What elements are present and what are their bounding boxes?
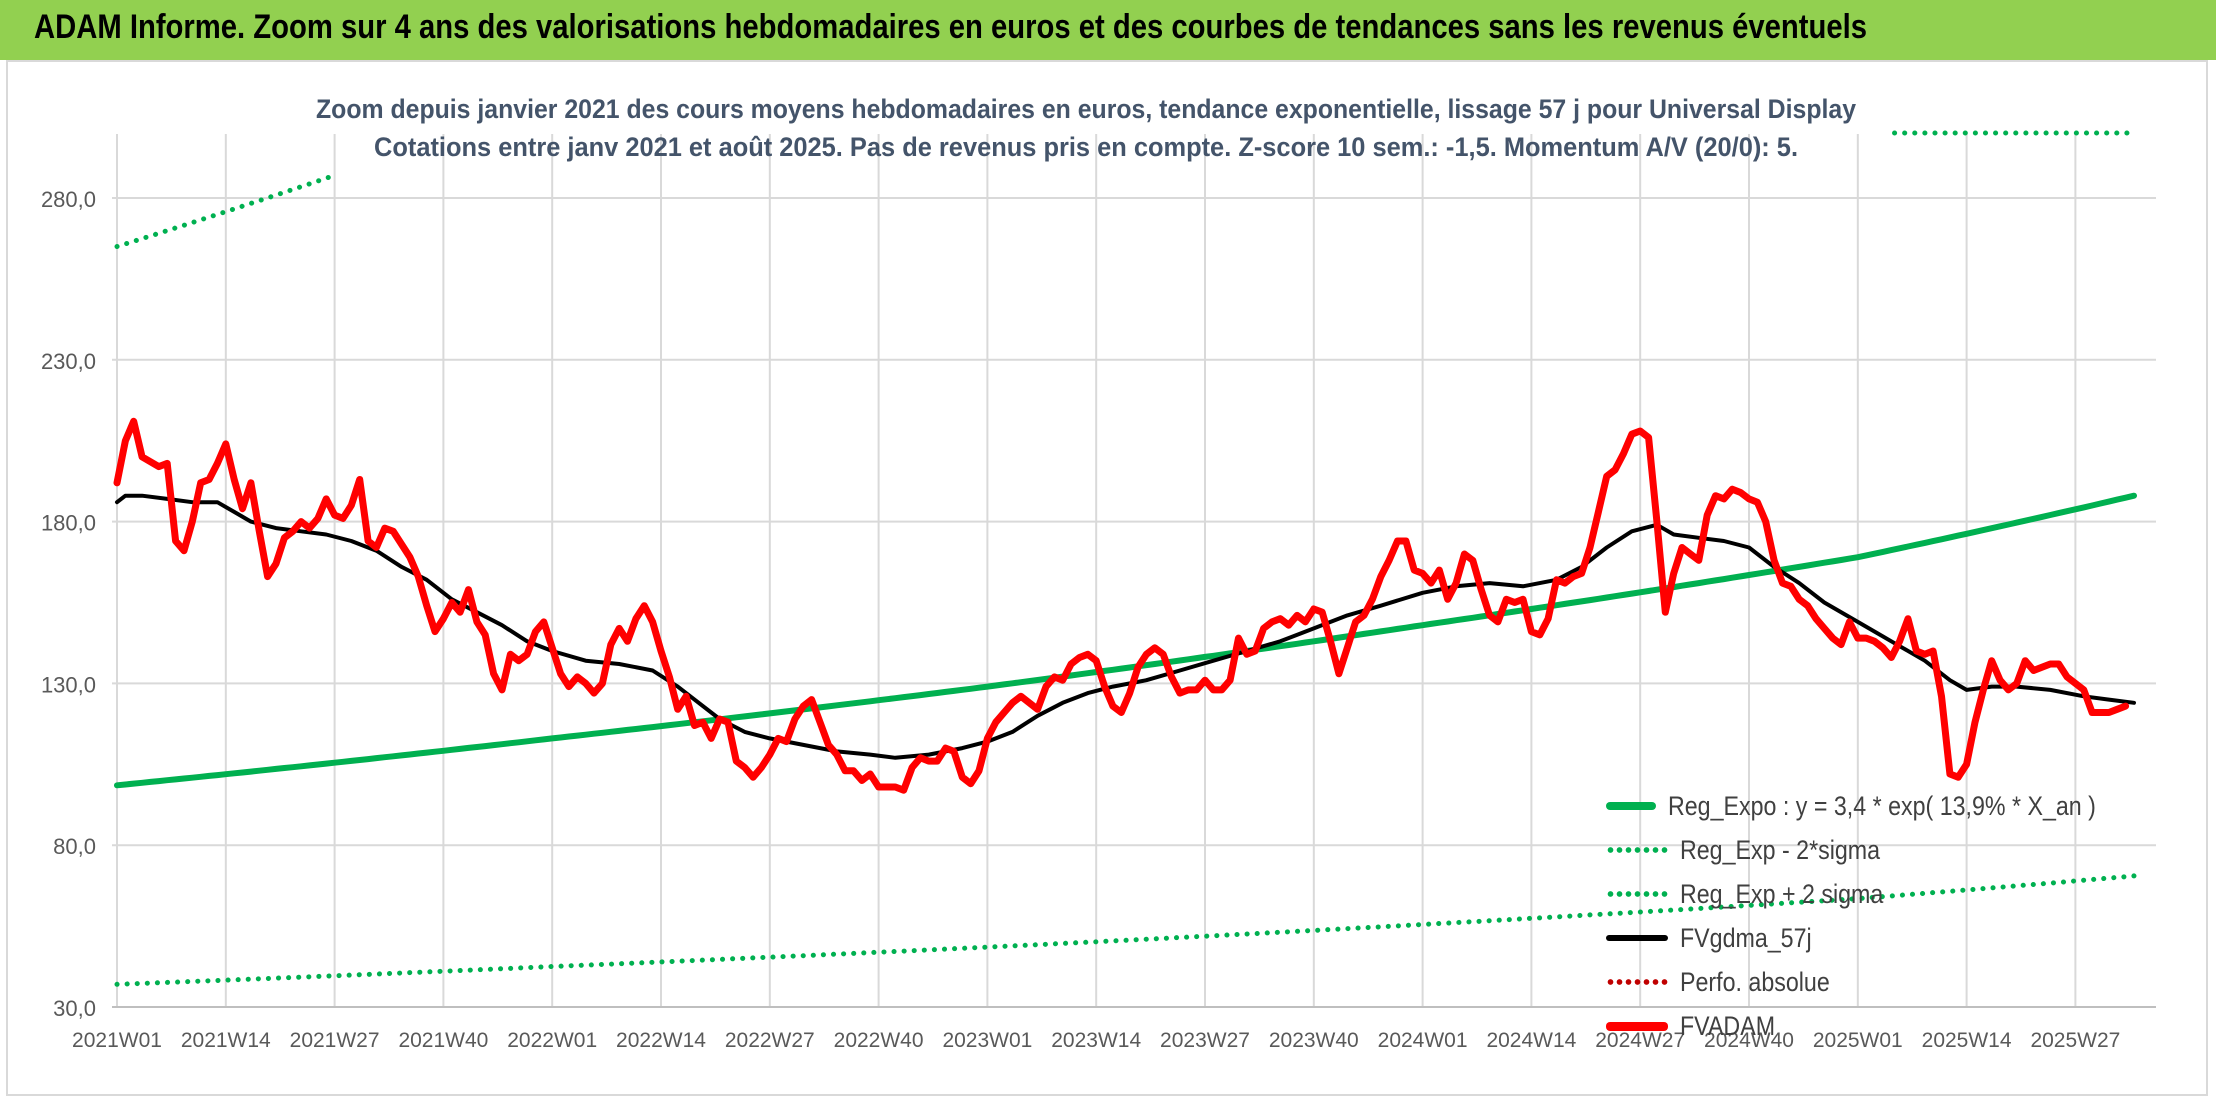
y-tick-label: 280,0 <box>41 187 96 212</box>
chart-axes: 280,0 230,0 180,0 130,0 80,0 30,0 2021W01 2021W… <box>41 187 2156 1052</box>
legend-swatch-reg-expo <box>1606 802 1657 810</box>
x-tick-label: 2023W14 <box>1051 1029 1141 1052</box>
series-fvadam <box>113 417 2130 794</box>
x-tick-label: 2021W01 <box>72 1029 162 1052</box>
x-tick-label: 2024W40 <box>1704 1029 1794 1052</box>
x-tick-label: 2025W27 <box>2030 1029 2120 1052</box>
chart-legend: Reg_Expo : y = 3,4 * exp( 13,9% * X_an )… <box>1606 784 2166 1048</box>
legend-swatch-perfo <box>1606 979 1668 985</box>
y-tick-label: 180,0 <box>41 511 96 536</box>
series-reg-exp-minus <box>114 873 2137 987</box>
y-tick-label: 130,0 <box>41 672 96 697</box>
legend-label-reg-exp-plus: Reg_Exp + 2 sigma <box>1680 878 1884 909</box>
y-tick-label: 230,0 <box>41 349 96 374</box>
legend-label-reg-exp-minus: Reg_Exp - 2*sigma <box>1680 834 1881 865</box>
legend-item-reg-exp-minus: Reg_Exp - 2*sigma <box>1606 828 2166 872</box>
x-tick-label: 2021W40 <box>398 1029 488 1052</box>
chart-title: Zoom depuis janvier 2021 des cours moyen… <box>316 94 1856 124</box>
legend-item-perfo: Perfo. absolue <box>1606 960 2166 1004</box>
x-tick-label: 2023W27 <box>1160 1029 1250 1052</box>
legend-item-reg-expo: Reg_Expo : y = 3,4 * exp( 13,9% * X_an ) <box>1606 784 2166 828</box>
report-title: ADAM Informe. Zoom sur 4 ans des valoris… <box>34 8 1867 46</box>
legend-label-fvgdma: FVgdma_57j <box>1680 922 1812 953</box>
chart-series <box>113 130 2137 987</box>
legend-swatch-reg-exp-plus <box>1606 891 1668 897</box>
x-tick-label: 2022W14 <box>616 1029 706 1052</box>
series-fvgdma <box>115 493 2136 760</box>
x-tick-label: 2021W27 <box>290 1029 380 1052</box>
legend-swatch-fvadam <box>1606 1021 1668 1031</box>
legend-swatch-fvgdma <box>1606 935 1668 941</box>
chart-frame: 280,0 230,0 180,0 130,0 80,0 30,0 2021W01 2021W… <box>6 60 2208 1096</box>
x-tick-label: 2022W27 <box>725 1029 815 1052</box>
chart-subtitle: Cotations entre janv 2021 et août 2025. … <box>374 132 1798 162</box>
legend-item-fvgdma: FVgdma_57j <box>1606 916 2166 960</box>
x-tick-label: 2025W01 <box>1813 1029 1903 1052</box>
x-tick-label: 2024W14 <box>1486 1029 1576 1052</box>
series-reg-expo <box>114 492 2137 789</box>
x-tick-label: 2025W14 <box>1922 1029 2012 1052</box>
trend-chart: 280,0 230,0 180,0 130,0 80,0 30,0 2021W01 2021W… <box>41 94 2156 1052</box>
report-banner: ADAM Informe. Zoom sur 4 ans des valoris… <box>0 0 2216 60</box>
series-reg-exp-plus <box>114 172 338 250</box>
legend-label-perfo: Perfo. absolue <box>1680 966 1830 997</box>
legend-swatch-reg-exp-minus <box>1606 847 1668 853</box>
y-tick-label: 30,0 <box>53 996 96 1021</box>
legend-item-fvadam: FVADAM <box>1606 1004 2166 1048</box>
x-tick-label: 2021W14 <box>181 1029 271 1052</box>
legend-item-reg-exp-plus: Reg_Exp + 2 sigma <box>1606 872 2166 916</box>
x-tick-label: 2024W27 <box>1595 1029 1685 1052</box>
x-tick-label: 2023W40 <box>1269 1029 1359 1052</box>
y-tick-label: 80,0 <box>53 834 96 859</box>
x-tick-label: 2022W40 <box>834 1029 924 1052</box>
legend-label-reg-expo: Reg_Expo : y = 3,4 * exp( 13,9% * X_an ) <box>1668 790 2097 821</box>
x-tick-label: 2024W01 <box>1378 1029 1468 1052</box>
x-tick-label: 2022W01 <box>507 1029 597 1052</box>
legend-label-fvadam: FVADAM <box>1680 1010 1776 1041</box>
x-tick-label: 2023W01 <box>942 1029 1032 1052</box>
